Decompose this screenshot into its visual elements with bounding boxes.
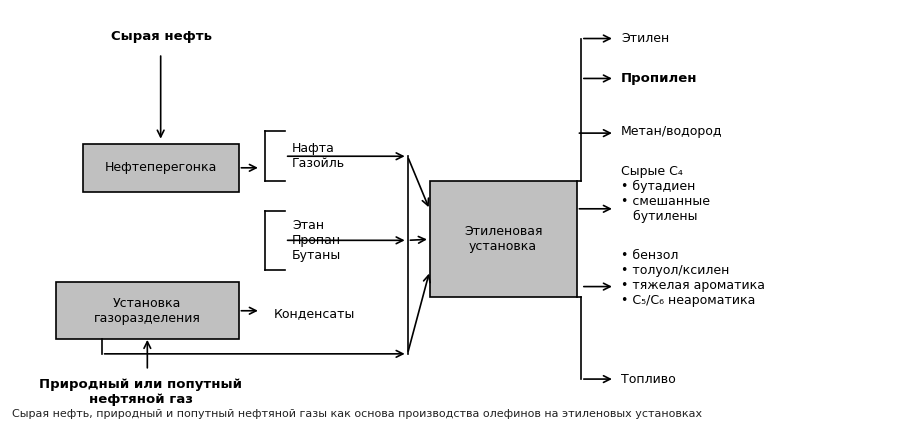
- FancyBboxPatch shape: [430, 181, 577, 297]
- Text: Сырая нефть: Сырая нефть: [110, 30, 212, 43]
- Text: Нефтеперегонка: Нефтеперегонка: [104, 161, 217, 174]
- Text: Нафта
Газойль: Нафта Газойль: [292, 142, 345, 170]
- Text: Метан/водород: Метан/водород: [621, 124, 722, 138]
- Text: • бензол
• толуол/ксилен
• тяжелая ароматика
• С₅/С₆ неароматика: • бензол • толуол/ксилен • тяжелая арома…: [621, 249, 765, 307]
- Text: Этиленовая
установка: Этиленовая установка: [464, 225, 543, 253]
- FancyBboxPatch shape: [83, 144, 239, 192]
- Text: Пропилен: Пропилен: [621, 72, 698, 85]
- Text: Конденсаты: Конденсаты: [274, 308, 355, 320]
- Text: Природный или попутный
нефтяной газ: Природный или попутный нефтяной газ: [39, 378, 242, 406]
- Text: Сырые С₄
• бутадиен
• смешанные
   бутилены: Сырые С₄ • бутадиен • смешанные бутилены: [621, 165, 710, 223]
- Text: Этан
Пропан
Бутаны: Этан Пропан Бутаны: [292, 219, 341, 262]
- Text: Топливо: Топливо: [621, 373, 675, 386]
- Text: Установка
газоразделения: Установка газоразделения: [94, 297, 201, 325]
- Text: Этилен: Этилен: [621, 32, 669, 45]
- Text: Сырая нефть, природный и попутный нефтяной газы как основа производства олефинов: Сырая нефть, природный и попутный нефтян…: [12, 409, 701, 419]
- FancyBboxPatch shape: [57, 282, 239, 339]
